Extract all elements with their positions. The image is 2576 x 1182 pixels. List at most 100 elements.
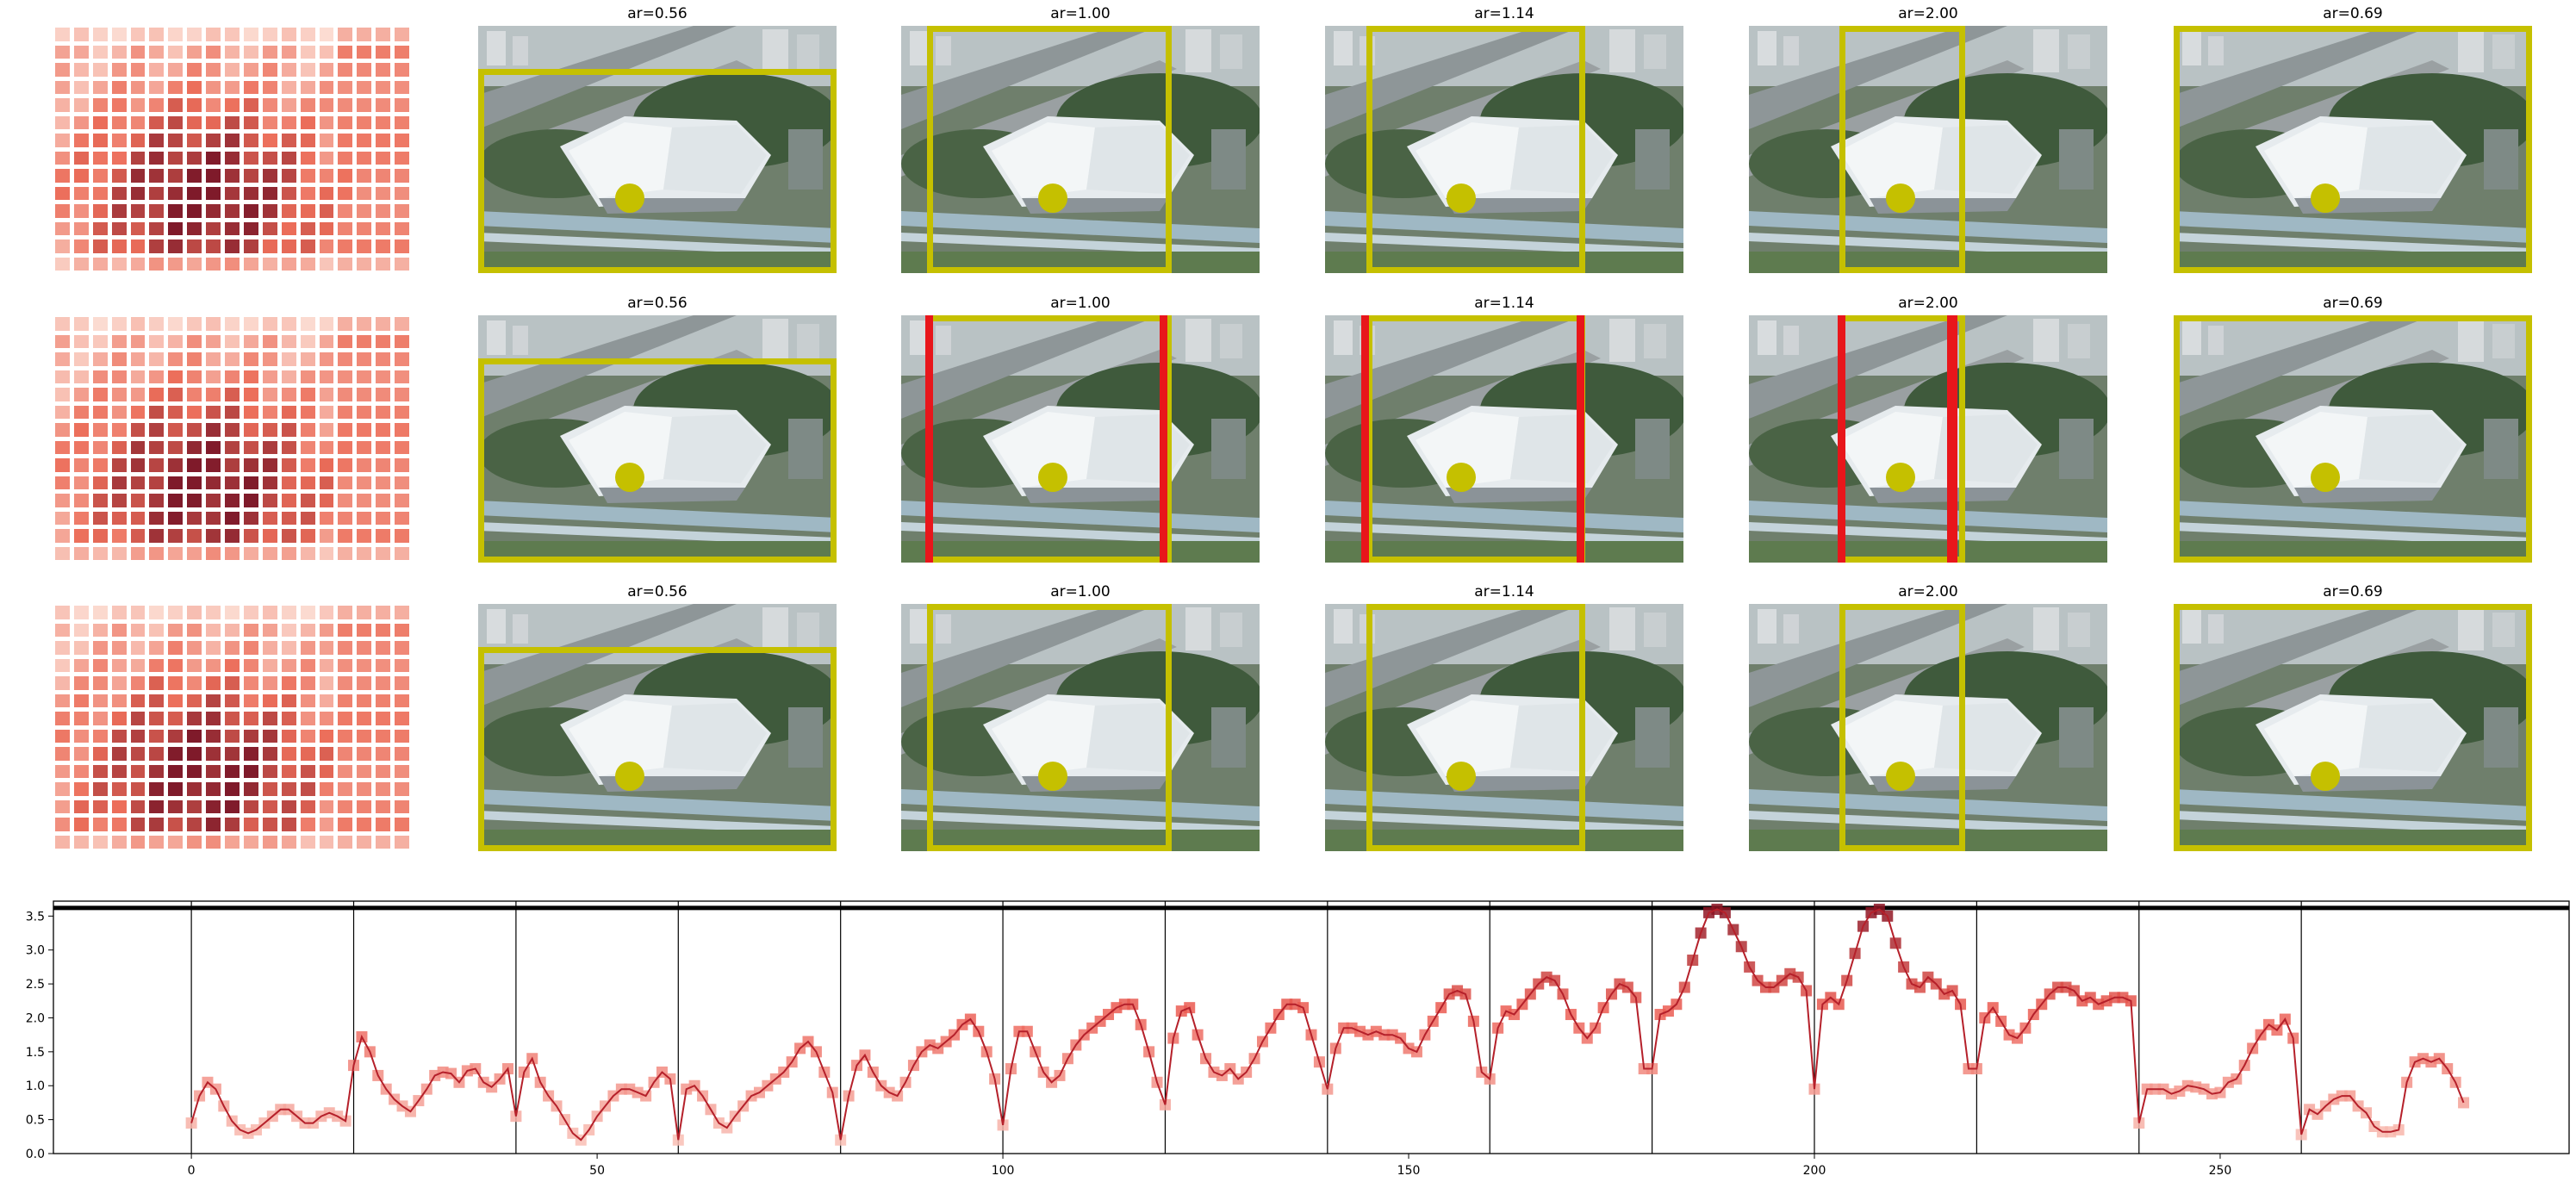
heatmap-cell (168, 712, 184, 725)
heatmap-cell (111, 151, 127, 165)
heatmap-cell (338, 835, 353, 849)
heatmap-cell (130, 423, 146, 437)
heatmap-cell (130, 98, 146, 112)
heatmap-cell (319, 511, 334, 525)
heatmap-cell (338, 606, 353, 619)
heatmap-cell (319, 151, 334, 165)
heatmap-cell (300, 764, 315, 778)
heatmap-cell (149, 221, 165, 235)
heatmap-cell (225, 423, 240, 437)
heatmap-cell (376, 134, 391, 147)
heatmap-cell (168, 28, 184, 41)
heatmap-cell (243, 764, 258, 778)
crop-box (478, 69, 837, 273)
heatmap-cell (187, 782, 202, 796)
heatmap-cell (111, 221, 127, 235)
heatmap-cell (187, 606, 202, 619)
heatmap-cell (149, 694, 165, 707)
heatmap-cell (130, 388, 146, 401)
heatmap-cell (73, 45, 89, 59)
heatmap-cell (376, 835, 391, 849)
heatmap-cell (243, 204, 258, 218)
heatmap-cell (187, 221, 202, 235)
heatmap-cell (243, 782, 258, 796)
heatmap-cell (338, 440, 353, 454)
heatmap-cell (111, 818, 127, 831)
heatmap-cell (376, 28, 391, 41)
heatmap-cell (149, 476, 165, 489)
heatmap-cell (300, 317, 315, 331)
heatmap-cell (168, 204, 184, 218)
x-tick-label: 100 (992, 1164, 1015, 1178)
heatmap-cell (168, 115, 184, 129)
heatmap-cell (130, 782, 146, 796)
heatmap-cell (376, 221, 391, 235)
heatmap-cell (130, 405, 146, 419)
heatmap-cell (357, 388, 372, 401)
heatmap-cell (338, 546, 353, 560)
heatmap-cell (281, 694, 296, 707)
heatmap-cell (92, 257, 108, 271)
heatmap-cell (111, 63, 127, 77)
center-point (2311, 762, 2340, 791)
center-point (615, 762, 644, 791)
heatmap-cell (187, 63, 202, 77)
heatmap-cell (92, 334, 108, 348)
heatmap-cell (338, 80, 353, 94)
heatmap-cell (357, 221, 372, 235)
attention-heatmap (53, 26, 412, 273)
center-point (1886, 463, 1915, 492)
heatmap-cell (73, 186, 89, 200)
heatmap-cell (111, 494, 127, 507)
heatmap-cell (130, 80, 146, 94)
heatmap-cell (111, 712, 127, 725)
heatmap-cell (300, 641, 315, 655)
heatmap-cell (357, 80, 372, 94)
y-tick-label: 3.0 (26, 944, 45, 958)
heatmap-cell (149, 169, 165, 183)
heatmap-cell (225, 186, 240, 200)
heatmap-cell (168, 676, 184, 690)
heatmap-cell (225, 317, 240, 331)
heatmap-cell (168, 782, 184, 796)
heatmap-cell (206, 818, 221, 831)
heatmap-cell (243, 799, 258, 813)
heatmap-cell (168, 98, 184, 112)
heatmap-cell (338, 458, 353, 472)
heatmap-cell (149, 641, 165, 655)
heatmap-cell (395, 623, 409, 637)
heatmap-cell (376, 712, 391, 725)
heatmap-cell (149, 317, 165, 331)
heatmap-cell (55, 423, 70, 437)
heatmap-cell (300, 334, 315, 348)
heatmap-cell (395, 764, 409, 778)
heatmap-cell (225, 729, 240, 743)
heatmap-cell (92, 405, 108, 419)
heatmap-cell (300, 729, 315, 743)
heatmap-cell (149, 151, 165, 165)
heatmap-cell (206, 45, 221, 59)
heatmap-cell (281, 747, 296, 761)
center-point (1447, 463, 1476, 492)
heatmap-cell (111, 388, 127, 401)
heatmap-cell (55, 782, 70, 796)
heatmap-cell (168, 169, 184, 183)
heatmap-cell (243, 317, 258, 331)
heatmap-cell (55, 221, 70, 235)
heatmap-cell (111, 98, 127, 112)
heatmap-cell (111, 134, 127, 147)
heatmap-cell (357, 186, 372, 200)
heatmap-cell (357, 529, 372, 543)
heatmap-cell (73, 606, 89, 619)
plot-frame (53, 900, 2570, 1154)
heatmap-cell (338, 221, 353, 235)
heatmap-cell (92, 818, 108, 831)
heatmap-cell (111, 240, 127, 253)
heatmap-cell (187, 352, 202, 366)
heatmap-cell (319, 186, 334, 200)
heatmap-cell (281, 476, 296, 489)
heatmap-cell (168, 835, 184, 849)
heatmap-cell (243, 747, 258, 761)
heatmap-cell (149, 257, 165, 271)
heatmap-cell (130, 694, 146, 707)
